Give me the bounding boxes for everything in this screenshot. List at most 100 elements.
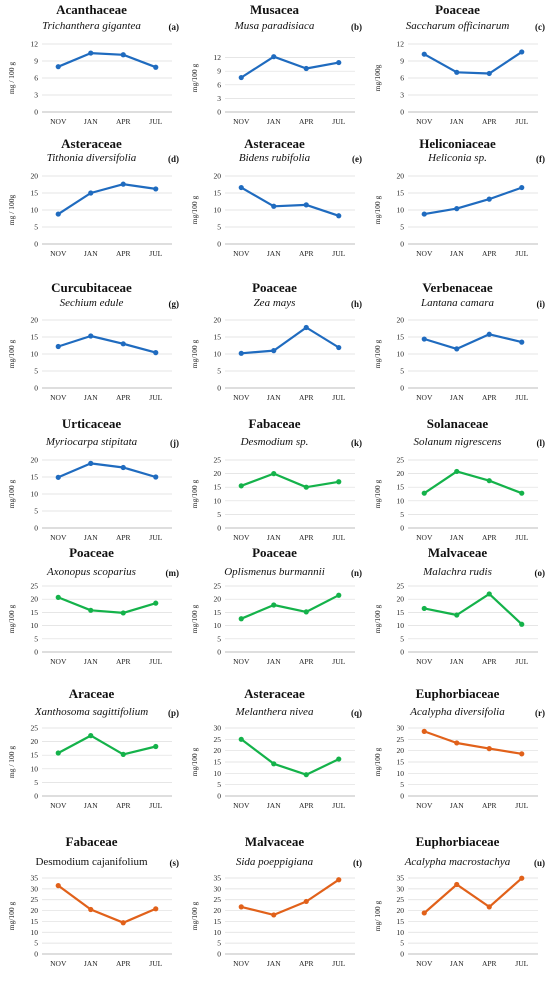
y-tick-label: 0 [34, 524, 38, 533]
y-tick-label: 20 [214, 316, 222, 325]
line-chart: mg/100 g 0 5 10 15 20 25 NOV JAN APR JUL [373, 456, 538, 542]
panel-letter: (f) [536, 154, 545, 164]
y-axis-label: mg/100 g [373, 479, 382, 508]
y-tick-label: 15 [31, 917, 39, 926]
data-point [454, 468, 460, 475]
y-tick-label: 35 [214, 874, 222, 883]
x-tick-label: JAN [450, 959, 464, 968]
y-tick-label: 15 [214, 608, 222, 617]
series-line [240, 878, 340, 917]
data-point [336, 344, 342, 351]
x-tick-label: JUL [332, 801, 345, 810]
line-chart: mg / 100g 0 5 10 15 20 NOV JAN APR JUL [7, 172, 172, 258]
data-point [519, 184, 525, 191]
y-tick-label: 20 [31, 737, 39, 746]
y-axis-label: mg/100 g [190, 339, 199, 368]
y-tick-label: 12 [214, 53, 222, 62]
x-tick-label: JAN [450, 393, 464, 402]
y-tick-label: 5 [400, 939, 404, 948]
series-line [240, 472, 340, 489]
x-tick-label: APR [482, 959, 497, 968]
data-point [88, 733, 94, 739]
panel-letter: (p) [168, 708, 179, 718]
data-point [421, 51, 427, 57]
y-tick-label: 30 [397, 884, 405, 893]
y-tick-label: 5 [34, 939, 38, 948]
x-tick-label: APR [482, 801, 497, 810]
family-title: Euphorbiaceae [415, 686, 500, 701]
y-tick-label: 5 [34, 507, 38, 516]
y-tick-label: 20 [397, 172, 405, 181]
data-point [303, 772, 309, 778]
y-tick-label: 25 [214, 582, 222, 591]
family-title: Verbenaceae [422, 280, 493, 295]
y-tick-label: 6 [34, 74, 38, 83]
y-axis-label: mg/100 g [373, 339, 382, 368]
data-point [519, 490, 525, 496]
data-point [303, 202, 309, 208]
line-chart: mg/100 g 0 5 10 15 20 NOV JAN APR JUL [190, 316, 355, 402]
y-tick-label: 10 [31, 206, 39, 215]
chart-panel-j: Urticaceae Myriocarpa stipitata (j) mg/100 … [0, 416, 183, 546]
y-tick-label: 20 [31, 906, 39, 915]
data-point [120, 52, 126, 58]
chart-panel-f: Heliconiaceae Heliconia sp. (f) mg/100 g 0 5 1… [366, 136, 549, 262]
data-point [120, 464, 126, 471]
data-point [336, 59, 342, 66]
species-subtitle: Saccharum officinarum [405, 20, 510, 32]
data-point [153, 350, 159, 356]
data-point [88, 50, 94, 56]
x-tick-label: NOV [416, 959, 433, 968]
data-point [454, 346, 460, 352]
data-point [336, 479, 342, 485]
panel-letter: (i) [536, 299, 546, 309]
data-point [421, 490, 427, 496]
data-point [55, 64, 61, 70]
y-tick-label: 10 [397, 206, 405, 215]
y-tick-label: 10 [31, 621, 39, 630]
data-point [303, 324, 309, 331]
y-axis-label: mg/100 g [190, 195, 199, 224]
y-tick-label: 0 [217, 792, 221, 801]
y-tick-label: 5 [217, 780, 221, 789]
data-point [120, 181, 126, 187]
series-line [57, 334, 157, 354]
x-tick-label: JUL [149, 959, 162, 968]
chart-panel-d: Asteraceae Tithonia diversifolia (d) mg / 1… [0, 136, 183, 262]
x-tick-label: JUL [149, 249, 162, 258]
series-line [423, 470, 523, 495]
panel-letter: (c) [535, 22, 545, 32]
data-point [454, 740, 460, 746]
data-point [519, 875, 525, 881]
chart-panel-g: Curcubitaceae Sechium edule (g) mg/100 g 0 5 1… [0, 280, 183, 406]
chart-panel-m: Poaceae Axonopus scoparius (m) mg/100 g 0 5 10… [0, 545, 183, 670]
y-tick-label: 10 [214, 621, 222, 630]
data-point [303, 65, 309, 72]
x-tick-label: APR [482, 393, 497, 402]
x-tick-label: JUL [332, 959, 345, 968]
y-axis-label: mg/100 g [7, 901, 16, 930]
y-axis-label: mg/100 g [190, 479, 199, 508]
data-point [454, 206, 460, 212]
y-tick-label: 25 [214, 456, 222, 465]
data-point [271, 602, 277, 608]
y-tick-label: 10 [397, 621, 405, 630]
y-tick-label: 0 [217, 240, 221, 249]
series-line [240, 186, 340, 217]
y-axis-label: mg/100 g [190, 747, 199, 776]
chart-panel-a: Acanthaceae Trichanthera gigantea (a) mg / … [0, 2, 183, 130]
x-tick-label: JUL [149, 117, 162, 126]
y-tick-label: 20 [214, 469, 222, 478]
x-tick-label: JUL [515, 959, 528, 968]
x-tick-label: NOV [50, 959, 67, 968]
y-tick-label: 15 [214, 758, 222, 767]
species-subtitle: Acalypha macrostachya [404, 856, 511, 868]
family-title: Fabaceae [248, 416, 301, 431]
y-tick-label: 20 [31, 456, 39, 465]
data-point [153, 186, 159, 192]
y-tick-label: 25 [31, 895, 39, 904]
y-tick-label: 15 [397, 333, 405, 342]
panel-letter: (j) [170, 438, 179, 448]
species-subtitle: Sechium edule [59, 297, 124, 309]
